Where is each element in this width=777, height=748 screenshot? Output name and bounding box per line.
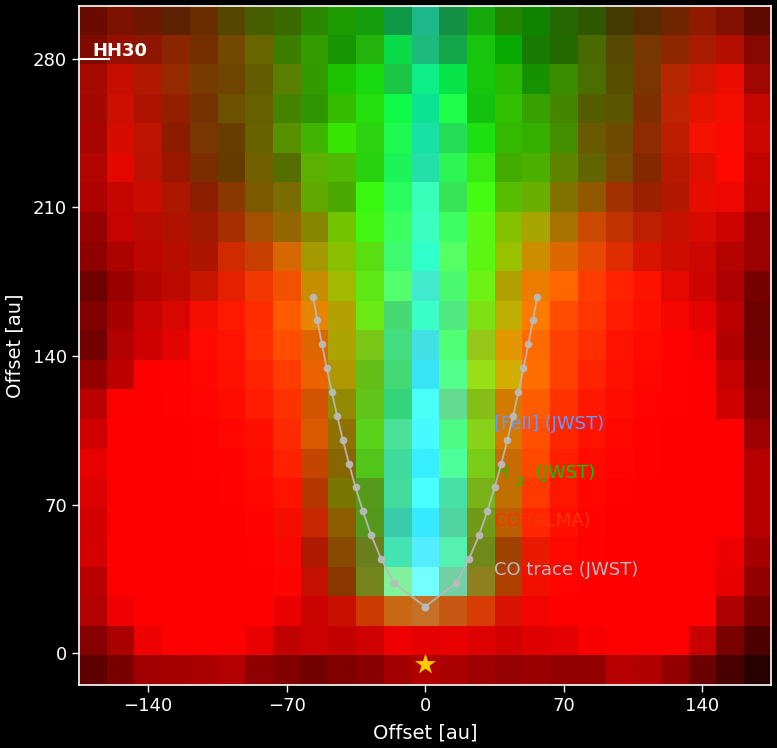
Point — [331, 410, 343, 422]
Point — [522, 338, 535, 350]
Text: HH30: HH30 — [92, 42, 148, 60]
Point — [472, 529, 485, 541]
Point — [531, 290, 543, 302]
Point — [463, 553, 476, 565]
Point — [315, 338, 328, 350]
Point — [512, 386, 524, 398]
Text: CO trace (JWST): CO trace (JWST) — [494, 562, 639, 580]
Point — [419, 658, 431, 670]
Point — [450, 577, 462, 589]
Text: H: H — [494, 464, 508, 482]
Point — [307, 290, 319, 302]
Point — [517, 362, 530, 374]
Point — [495, 458, 507, 470]
Text: 2: 2 — [516, 476, 524, 488]
Point — [388, 577, 400, 589]
Text: [FeII] (JWST): [FeII] (JWST) — [494, 414, 605, 432]
Point — [350, 482, 362, 494]
Point — [481, 506, 493, 518]
Point — [326, 386, 338, 398]
Point — [321, 362, 333, 374]
X-axis label: Offset [au]: Offset [au] — [373, 723, 477, 743]
Point — [501, 434, 514, 446]
Point — [311, 314, 323, 326]
Point — [507, 410, 519, 422]
Text: (JWST): (JWST) — [531, 464, 596, 482]
Y-axis label: Offset [au]: Offset [au] — [5, 293, 25, 398]
Point — [527, 314, 539, 326]
Point — [343, 458, 355, 470]
Point — [365, 529, 378, 541]
Point — [375, 553, 388, 565]
Point — [357, 506, 369, 518]
Point — [489, 482, 501, 494]
Point — [419, 601, 431, 613]
Point — [336, 434, 349, 446]
Point — [419, 601, 431, 613]
Text: CO (ALMA): CO (ALMA) — [494, 512, 591, 530]
